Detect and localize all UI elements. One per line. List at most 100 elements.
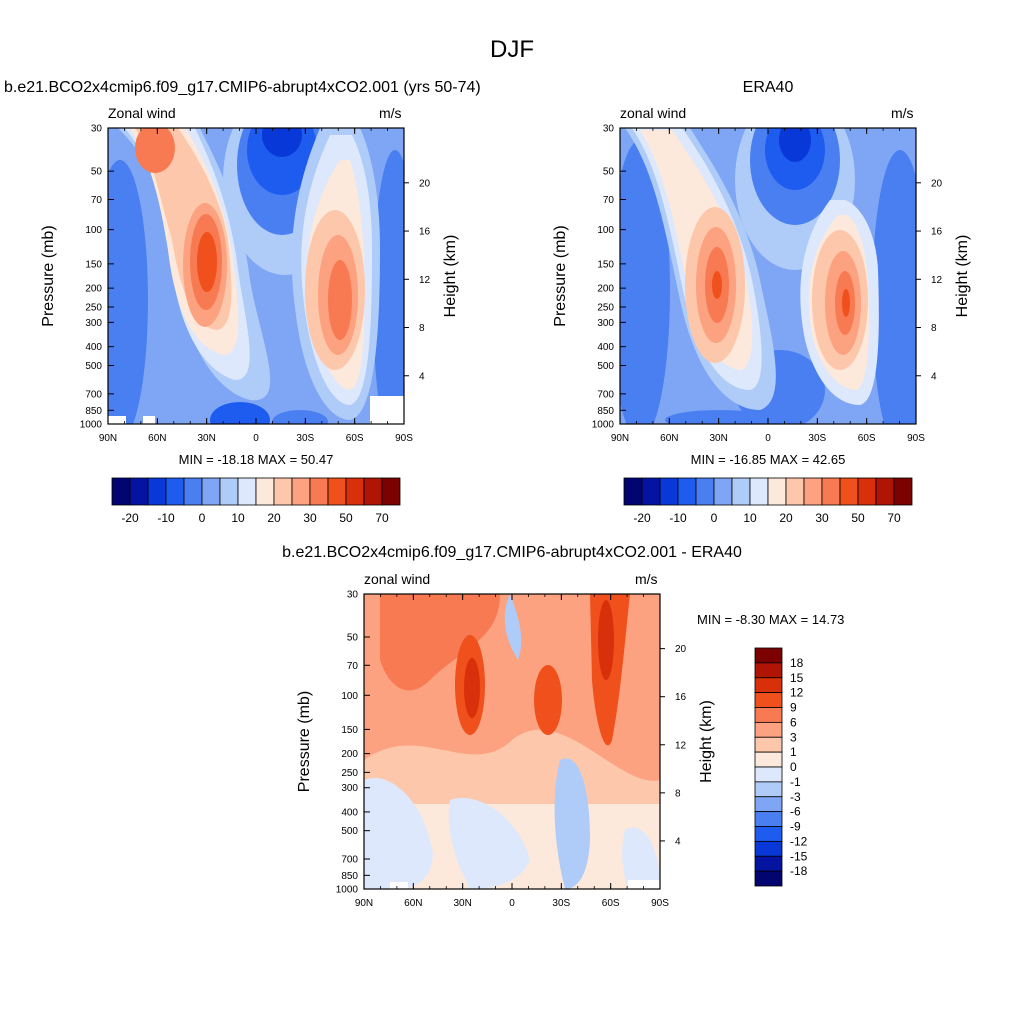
diff-colorbar-label: 18 — [790, 656, 804, 670]
model-colorbar-label: 10 — [231, 511, 245, 525]
model-colorbar-box — [183, 477, 203, 506]
obs-panel-title: ERA40 — [742, 79, 794, 96]
model-colorbar-label: 20 — [267, 511, 281, 525]
model-height-axis-label: Height (km) — [442, 235, 459, 318]
diff-x-tick-label: 60N — [404, 898, 422, 909]
obs-units: m/s — [891, 105, 914, 121]
diff-x-tick-label: 90N — [355, 898, 373, 909]
diff-colorbar-label: -6 — [790, 805, 801, 819]
diff-min-max: MIN = -8.30 MAX = 14.73 — [697, 612, 845, 627]
diff-colorbar-label: 1 — [790, 745, 797, 759]
model-colorbar-label: -10 — [157, 511, 175, 525]
diff-colorbar-box — [754, 692, 783, 708]
model-y-tick-label: 50 — [91, 167, 103, 178]
obs-y-tick-label: 70 — [603, 195, 615, 206]
obs-x-tick-label: 30N — [709, 433, 727, 444]
model-colorbar-box — [201, 477, 221, 506]
obs-y-tick-label: 50 — [603, 167, 615, 178]
diff-colorbar-box — [754, 751, 783, 768]
obs-contour-field — [620, 128, 916, 424]
diff-colorbar-box — [754, 707, 783, 723]
model-y-tick-label: 150 — [85, 259, 102, 270]
diff-y-tick-label: 700 — [341, 854, 358, 865]
obs-colorbar-box — [659, 477, 679, 506]
obs-colorbar-label: 50 — [851, 511, 865, 525]
diff-colorbar-label: -3 — [790, 790, 801, 804]
diff-panel-title: b.e21.BCO2x4cmip6.f09_g17.CMIP6-abrupt4x… — [282, 544, 742, 561]
obs-colorbar-label: 10 — [743, 511, 757, 525]
diff-colorbar-label: 0 — [790, 760, 797, 774]
diff-colorbar-box — [754, 870, 783, 887]
diff-y-tick-label: 400 — [341, 807, 358, 818]
diff-colorbar-label: -9 — [790, 820, 801, 834]
diff-y-tick-label: 300 — [341, 783, 358, 794]
diff-contour-field — [364, 594, 660, 889]
obs-left-string: zonal wind — [620, 105, 687, 121]
model-colorbar-box — [309, 477, 329, 506]
diff-colorbar-box — [754, 840, 783, 857]
model-colorbar-box — [381, 477, 401, 506]
model-colorbar-box — [291, 477, 311, 506]
model-y-axis-label: Pressure (mb) — [40, 225, 57, 326]
obs-y-tick-label: 100 — [597, 225, 614, 236]
obs-height-tick-label: 12 — [931, 275, 943, 286]
diff-units: m/s — [635, 571, 658, 587]
diff-y-tick-label: 150 — [341, 725, 358, 736]
obs-colorbar-box — [839, 477, 859, 506]
model-colorbar-box — [165, 477, 185, 506]
diff-colorbar-box — [754, 811, 783, 827]
obs-x-tick-label: 90S — [907, 433, 925, 444]
diff-height-tick-label: 12 — [675, 740, 687, 751]
obs-colorbar-box — [857, 477, 877, 506]
obs-colorbar-box — [695, 477, 715, 506]
diff-y-tick-label: 70 — [347, 661, 359, 672]
model-colorbar-box — [363, 477, 383, 506]
model-colorbar-box — [345, 477, 365, 506]
model-height-tick-label: 20 — [419, 178, 431, 189]
diff-colorbar-label: 12 — [790, 686, 804, 700]
model-colorbar-label: 70 — [375, 511, 389, 525]
diff-colorbar-label: -1 — [790, 775, 801, 789]
obs-height-tick-label: 20 — [931, 178, 943, 189]
model-y-tick-label: 250 — [85, 302, 102, 313]
model-height-tick-label: 8 — [419, 323, 425, 334]
obs-y-tick-label: 850 — [597, 406, 614, 417]
obs-y-tick-label: 1000 — [592, 420, 615, 431]
obs-colorbar-label: 30 — [815, 511, 829, 525]
diff-height-tick-label: 4 — [675, 836, 681, 847]
diff-colorbar-box — [754, 855, 783, 872]
obs-y-tick-label: 500 — [597, 361, 614, 372]
obs-colorbar-box — [875, 477, 895, 506]
diff-y-tick-label: 30 — [347, 590, 359, 601]
obs-colorbar-box — [623, 477, 643, 506]
model-panel-title: b.e21.BCO2x4cmip6.f09_g17.CMIP6-abrupt4x… — [4, 79, 481, 96]
obs-colorbar-box — [821, 477, 841, 506]
model-y-tick-label: 400 — [85, 342, 102, 353]
diff-colorbar-label: -18 — [790, 864, 808, 878]
model-units: m/s — [379, 105, 402, 121]
diff-height-tick-label: 20 — [675, 644, 687, 655]
model-y-tick-label: 500 — [85, 361, 102, 372]
diff-x-tick-label: 60S — [602, 898, 620, 909]
model-left-string: Zonal wind — [108, 105, 176, 121]
model-x-tick-label: 30N — [197, 433, 215, 444]
obs-colorbar-box — [767, 477, 787, 506]
obs-colorbar-label: 20 — [779, 511, 793, 525]
model-x-tick-label: 60S — [346, 433, 364, 444]
diff-colorbar-box — [754, 826, 783, 842]
diff-x-tick-label: 90S — [651, 898, 669, 909]
obs-height-tick-label: 16 — [931, 227, 943, 238]
model-y-tick-label: 850 — [85, 406, 102, 417]
model-colorbar-label: -20 — [121, 511, 139, 525]
model-y-tick-label: 300 — [85, 318, 102, 329]
obs-x-tick-label: 60S — [858, 433, 876, 444]
diff-colorbar-box — [754, 781, 783, 798]
model-height-tick-label: 4 — [419, 371, 425, 382]
diff-x-tick-label: 30N — [453, 898, 471, 909]
obs-x-tick-label: 60N — [660, 433, 678, 444]
obs-colorbar-box — [893, 477, 913, 506]
diff-x-tick-label: 30S — [552, 898, 570, 909]
model-colorbar-box — [147, 477, 167, 506]
diff-y-tick-label: 50 — [347, 632, 359, 643]
